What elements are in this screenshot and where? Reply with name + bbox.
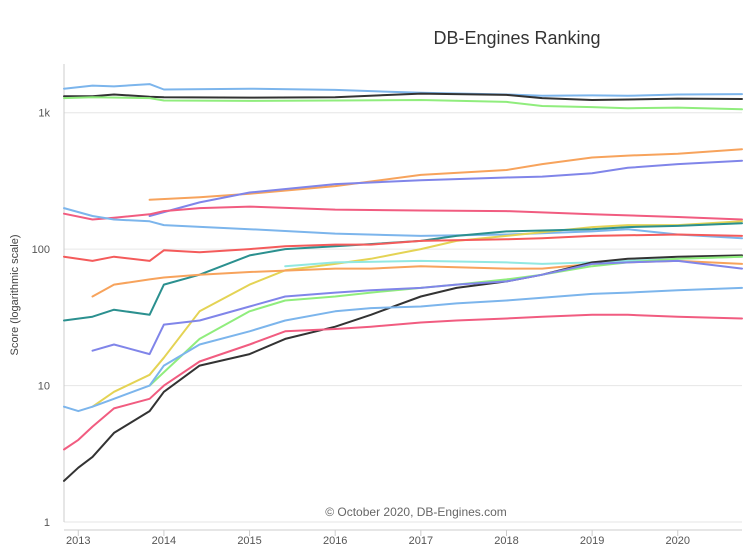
chart-title: DB-Engines Ranking [433, 28, 600, 48]
series-line [63, 92, 743, 101]
series-line [63, 313, 743, 451]
series-line [148, 148, 743, 201]
series-line [63, 207, 743, 240]
series-line [148, 159, 743, 217]
y-axis-label: Score (logarithmic scale) [9, 234, 21, 355]
series-line [63, 233, 743, 262]
series-line [63, 205, 743, 221]
series-lines [63, 83, 743, 482]
x-tick-label: 2018 [494, 535, 518, 547]
x-tick-label: 2019 [580, 535, 604, 547]
gridlines [63, 64, 742, 531]
y-tick-label: 1 [44, 517, 50, 529]
y-axis-ticks: 1 10 100 1k [32, 108, 51, 529]
x-tick-label: 2013 [66, 535, 90, 547]
series-line [91, 259, 743, 356]
y-tick-label: 100 [32, 244, 50, 256]
x-axis-ticks: 2013 2014 2015 2016 2017 2018 2019 2020 [66, 530, 690, 547]
x-tick-label: 2017 [409, 535, 433, 547]
series-line [63, 96, 743, 111]
series-line [63, 222, 743, 322]
series-line [63, 286, 743, 413]
series-line [63, 83, 743, 97]
x-tick-label: 2016 [323, 535, 347, 547]
x-tick-label: 2020 [666, 535, 690, 547]
x-tick-label: 2015 [237, 535, 261, 547]
series-line [63, 254, 743, 482]
y-tick-label: 1k [38, 108, 50, 120]
y-tick-label: 10 [38, 381, 50, 393]
credit-text: © October 2020, DB-Engines.com [325, 505, 507, 519]
x-tick-label: 2014 [152, 535, 176, 547]
